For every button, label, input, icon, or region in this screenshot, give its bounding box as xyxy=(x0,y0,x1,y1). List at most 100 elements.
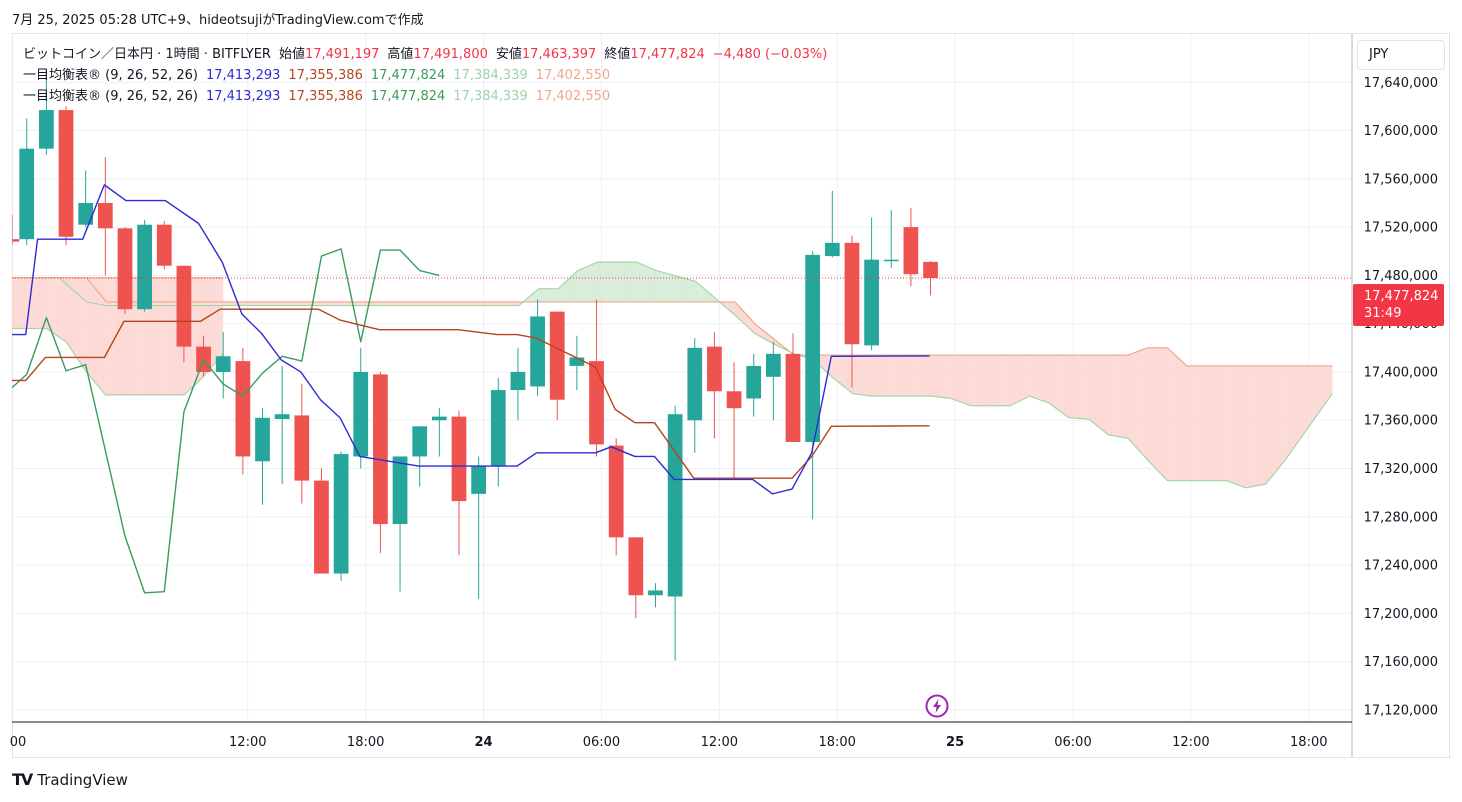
ichimoku-cloud-segment xyxy=(570,276,572,302)
ichimoku-cloud-segment xyxy=(90,277,93,380)
ichimoku-cloud-segment xyxy=(1167,347,1170,481)
ichimoku-cloud-segment xyxy=(872,355,875,397)
ichimoku-cloud-segment xyxy=(556,288,559,302)
ichimoku-cloud-segment xyxy=(349,301,352,306)
ichimoku-cloud-segment xyxy=(902,355,905,397)
ichimoku-cloud-segment xyxy=(599,262,602,302)
candle-body xyxy=(255,417,270,462)
ichimoku-cloud-segment xyxy=(59,277,62,339)
ichimoku-cloud-segment xyxy=(689,279,692,302)
ichimoku-cloud-segment xyxy=(571,274,574,302)
ichimoku-cloud-segment xyxy=(731,301,734,314)
ichimoku-cloud-segment xyxy=(1012,355,1015,405)
ichimoku-cloud-segment xyxy=(646,266,649,302)
ichimoku-cloud-segment xyxy=(446,301,449,306)
candle-body xyxy=(726,391,742,409)
ichimoku-cloud-segment xyxy=(61,277,64,340)
indicator-row-2[interactable]: 一目均衡表® (9, 26, 52, 26) 17,413,293 17,355… xyxy=(23,86,827,107)
candle-body xyxy=(333,454,349,574)
ichimoku-cloud-segment xyxy=(1316,365,1319,416)
ichimoku-cloud-segment xyxy=(265,301,268,306)
candle-body xyxy=(19,148,35,240)
ichimoku-cloud-segment xyxy=(929,355,932,397)
ichimoku-cloud-segment xyxy=(558,286,561,302)
ichimoku-cloud-segment xyxy=(955,355,958,401)
ichimoku-cloud-segment xyxy=(939,355,942,398)
candle-body xyxy=(707,346,722,392)
candle-body xyxy=(805,254,821,442)
ichimoku-cloud-segment xyxy=(931,355,934,397)
ichimoku-cloud-segment xyxy=(839,355,842,385)
ichimoku-cloud-segment xyxy=(320,301,323,306)
ichimoku-cloud-segment xyxy=(1004,355,1007,406)
ichimoku-cloud-segment xyxy=(595,262,598,302)
ichimoku-cloud-segment xyxy=(992,355,995,406)
ohlc-high-label: 高値 xyxy=(387,47,414,62)
brand-name: TradingView xyxy=(37,770,128,789)
ichimoku-cloud-segment xyxy=(133,277,136,395)
candle-body xyxy=(785,353,801,442)
tenkan-sen-line xyxy=(12,184,930,495)
ichimoku-cloud-segment xyxy=(915,355,918,397)
ichimoku-cloud-segment xyxy=(469,301,472,306)
ichimoku-cloud-segment xyxy=(249,301,252,306)
currency-selector[interactable]: JPY xyxy=(1357,40,1445,70)
ichimoku-cloud-segment xyxy=(98,277,101,389)
price-tick-label: 17,640,000 xyxy=(1364,76,1438,91)
candle-body xyxy=(883,259,899,262)
ichimoku-cloud-segment xyxy=(1098,355,1101,429)
price-tick-label: 17,360,000 xyxy=(1364,414,1438,429)
ichimoku-cloud-segment xyxy=(169,277,172,395)
indicator-name: 一目均衡表® (9, 26, 52, 26) xyxy=(23,89,198,104)
indicator-row-1[interactable]: 一目均衡表® (9, 26, 52, 26) 17,413,293 17,355… xyxy=(23,65,827,86)
ohlc-low-label: 安値 xyxy=(495,47,522,62)
ichimoku-cloud-segment xyxy=(1212,365,1215,481)
ichimoku-cloud-segment xyxy=(1300,365,1303,438)
candle-body xyxy=(176,265,192,347)
ichimoku-cloud-segment xyxy=(1196,365,1199,481)
ichimoku-cloud-segment xyxy=(37,277,40,329)
ichimoku-cloud-segment xyxy=(1204,365,1207,481)
symbol-label[interactable]: ビットコイン／日本円 · 1時間 · BITFLYER xyxy=(23,47,271,62)
ohlc-change: −4,480 (−0.03%) xyxy=(712,47,828,62)
ichimoku-cloud-segment xyxy=(752,321,755,334)
ichimoku-cloud-segment xyxy=(369,301,372,306)
ohlc-high-value: 17,491,800 xyxy=(413,47,488,62)
ichimoku-cloud-segment xyxy=(1010,355,1013,406)
ichimoku-cloud-segment xyxy=(874,355,877,397)
ichimoku-cloud-segment xyxy=(210,277,213,369)
candle-body xyxy=(117,228,133,310)
ichimoku-cloud-segment xyxy=(1184,364,1187,481)
ichimoku-cloud-segment xyxy=(884,355,887,397)
ichimoku-cloud-segment xyxy=(399,301,402,306)
ichimoku-cloud-segment xyxy=(1183,362,1185,481)
ichimoku-cloud-segment xyxy=(542,288,545,302)
ichimoku-cloud-segment xyxy=(159,277,162,395)
ichimoku-cloud-segment xyxy=(1135,351,1138,450)
ichimoku-cloud-segment xyxy=(682,277,684,302)
ichimoku-cloud-segment xyxy=(495,301,498,306)
ichimoku-cloud-segment xyxy=(285,301,288,306)
footer-branding[interactable]: TV TradingView xyxy=(12,770,128,789)
ichimoku-cloud-segment xyxy=(601,262,604,302)
ichimoku-cloud-segment xyxy=(943,355,946,398)
ichimoku-cloud-segment xyxy=(302,301,305,306)
ichimoku-cloud-segment xyxy=(962,355,965,404)
ichimoku-cloud-segment xyxy=(353,301,356,306)
ichimoku-cloud-segment xyxy=(251,301,254,306)
ichimoku-cloud-segment xyxy=(334,301,337,306)
ichimoku-cloud-segment xyxy=(1053,355,1056,408)
ichimoku-cloud-segment xyxy=(1061,355,1064,414)
ichimoku-cloud-segment xyxy=(990,355,993,406)
ichimoku-cloud-segment xyxy=(298,301,301,306)
replay-lightning-icon[interactable] xyxy=(925,694,949,718)
ichimoku-cloud-segment xyxy=(550,288,553,302)
candle-body xyxy=(824,242,840,257)
ichimoku-cloud-segment xyxy=(291,301,293,306)
ichimoku-cloud-segment xyxy=(157,277,160,395)
ichimoku-cloud-segment xyxy=(868,355,871,396)
candle-body xyxy=(648,590,663,596)
ichimoku-cloud-segment xyxy=(108,277,111,395)
ichimoku-cloud-segment xyxy=(890,355,893,397)
